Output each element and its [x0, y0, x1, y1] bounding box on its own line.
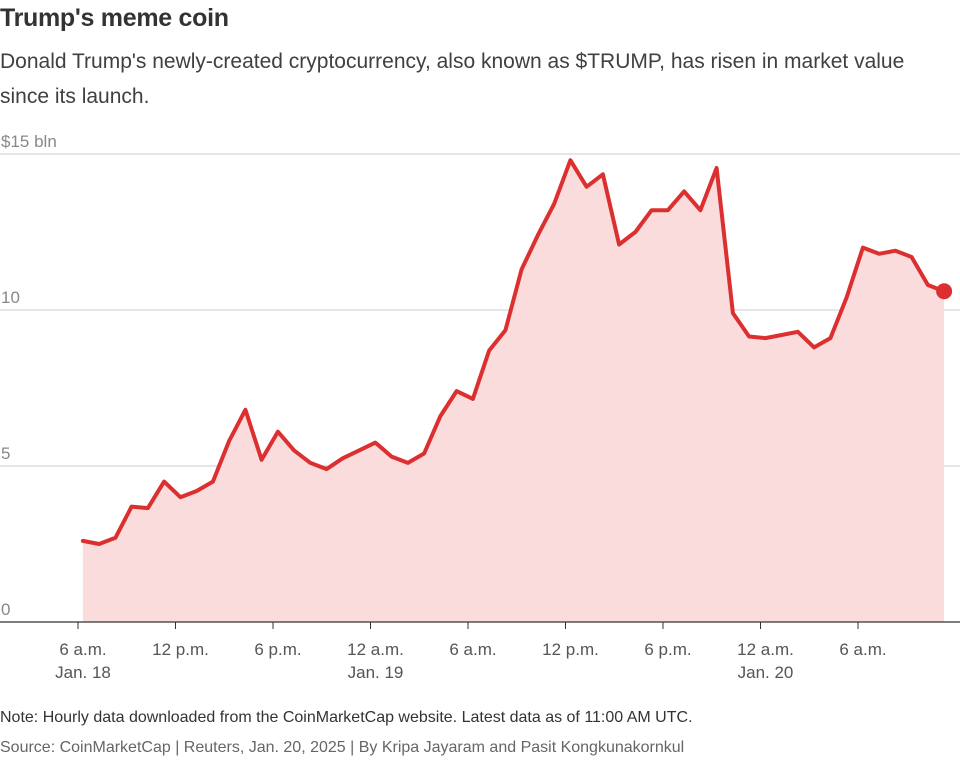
x-tick-label: 6 p.m. [254, 640, 301, 659]
y-tick-label: $15 bln [1, 132, 57, 151]
x-tick-label: 12 p.m. [542, 640, 599, 659]
x-tick-label: 6 p.m. [644, 640, 691, 659]
latest-point [936, 283, 953, 300]
x-tick-sublabel: Jan. 20 [738, 663, 794, 682]
y-tick-label: 0 [1, 600, 10, 619]
x-tick-label: 6 a.m. [449, 640, 496, 659]
series-line [80, 158, 947, 546]
area-chart: $15 bln 10 5 0 6 a.m. Jan. 18 12 p.m. 6 p.m. 12 … [0, 132, 960, 682]
chart-source: Source: CoinMarketCap | Reuters, Jan. 20… [0, 739, 685, 756]
series-area [82, 160, 945, 622]
chart-title: Trump's meme coin [0, 4, 229, 32]
x-tick-sublabel: Jan. 18 [55, 663, 111, 682]
chart-subtitle: Donald Trump's newly-created cryptocurre… [0, 50, 905, 108]
x-tick-label: 12 a.m. [347, 640, 404, 659]
x-tick-label: 6 a.m. [839, 640, 886, 659]
x-tick-label: 12 p.m. [152, 640, 209, 659]
chart-note: Note: Hourly data downloaded from the Co… [0, 709, 693, 726]
x-tick-label: 12 a.m. [737, 640, 794, 659]
y-tick-label: 5 [1, 444, 10, 463]
x-tick-sublabel: Jan. 19 [348, 663, 404, 682]
y-tick-label: 10 [1, 288, 20, 307]
x-tick-label: 6 a.m. [59, 640, 106, 659]
